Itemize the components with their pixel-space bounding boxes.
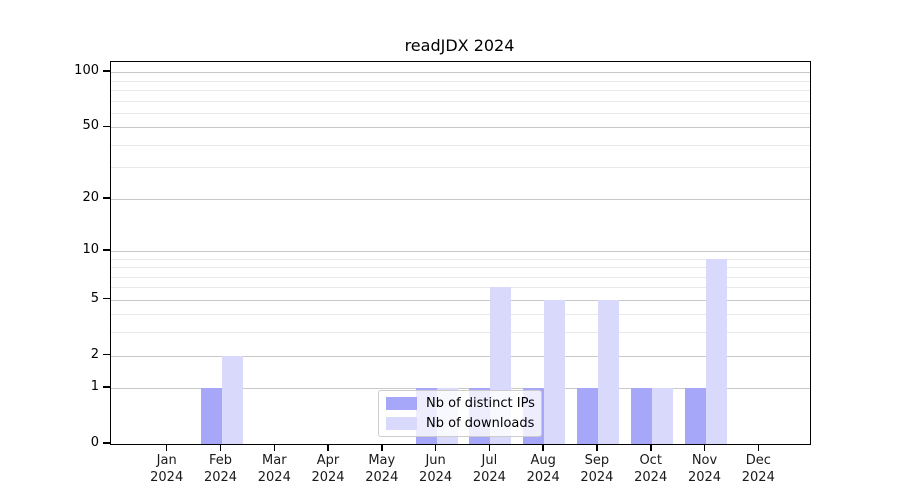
x-tick-label-jun: Jun 2024 [419,453,453,485]
gridline-minor-40 [111,144,810,146]
bar-downloads-nov [705,258,727,444]
gridline-minor-30 [111,167,810,169]
chart-title: readJDX 2024 [404,36,515,55]
x-tick-jun [434,444,437,451]
x-tick-label-feb: Feb 2024 [203,453,238,485]
legend-label-downloads: Nb of downloads [426,416,535,431]
y-tick-label-2: 2 [90,346,99,362]
bar-distinct-ips-nov [684,388,706,444]
x-tick-label-aug: Aug 2024 [526,453,560,485]
legend: Nb of distinct IPs Nb of downloads [378,390,542,437]
bar-distinct-ips-feb [200,388,222,444]
x-tick-mar [273,444,275,451]
y-tick-20 [103,197,110,199]
x-tick-apr [327,444,329,451]
legend-swatch-distinct-ips [386,397,417,410]
legend-item-downloads: Nb of downloads [386,416,535,431]
bar-downloads-sep [597,299,619,444]
gridline-major-10 [111,250,810,252]
x-tick-dec [757,444,759,451]
gridline-minor-9 [111,258,810,260]
gridline-major-2 [111,355,810,357]
y-tick-5 [103,297,110,300]
x-tick-label-dec: Dec 2024 [741,453,775,485]
x-tick-label-may: May 2024 [365,453,399,485]
legend-item-distinct-ips: Nb of distinct IPs [386,396,535,411]
gridline-minor-7 [111,276,810,278]
y-tick-label-1: 1 [90,379,99,395]
bar-downloads-oct [651,388,673,444]
y-tick-label-100: 100 [74,63,99,79]
y-tick-50 [103,125,110,127]
gridline-major-50 [111,127,810,129]
legend-swatch-downloads [386,417,417,430]
gridline-minor-80 [111,90,810,91]
x-tick-feb [219,444,222,451]
x-tick-sep [596,444,598,451]
legend-label-distinct-ips: Nb of distinct IPs [426,396,535,411]
x-tick-label-mar: Mar 2024 [257,453,291,485]
x-tick-may [381,444,383,451]
x-tick-label-jan: Jan 2024 [150,453,184,485]
x-tick-nov [703,444,706,451]
plot-area [110,61,811,445]
x-tick-label-apr: Apr 2024 [311,453,345,485]
y-tick-label-50: 50 [82,118,99,134]
x-tick-oct [650,444,652,451]
y-tick-2 [103,353,110,356]
gridline-minor-70 [111,100,810,102]
y-tick-label-10: 10 [82,241,99,257]
x-tick-label-jul: Jul 2024 [472,453,506,485]
y-tick-label-0: 0 [90,435,99,450]
gridline-minor-60 [111,112,810,114]
y-tick-1 [103,386,110,388]
y-tick-label-5: 5 [90,290,99,306]
y-tick-label-20: 20 [82,189,99,205]
bar-distinct-ips-sep [576,388,598,444]
bar-distinct-ips-oct [630,388,652,444]
y-tick-100 [103,70,110,72]
gridline-minor-3 [111,332,810,334]
x-tick-label-oct: Oct 2024 [634,453,668,485]
gridline-minor-6 [111,287,810,289]
x-tick-jan [165,444,168,451]
gridline-major-20 [111,198,810,200]
y-tick-10 [103,249,110,251]
y-tick-0 [103,442,110,444]
gridline-major-1 [111,388,810,390]
gridline-minor-90 [111,80,810,82]
x-tick-label-nov: Nov 2024 [687,453,722,485]
x-tick-jul [488,444,491,451]
gridline-minor-8 [111,267,810,268]
bar-downloads-aug [544,299,566,444]
gridline-major-100 [111,72,810,74]
gridline-major-5 [111,299,810,301]
gridline-minor-4 [111,314,810,316]
x-tick-label-sep: Sep 2024 [580,453,614,485]
x-tick-aug [542,444,544,451]
bar-downloads-feb [221,355,243,444]
